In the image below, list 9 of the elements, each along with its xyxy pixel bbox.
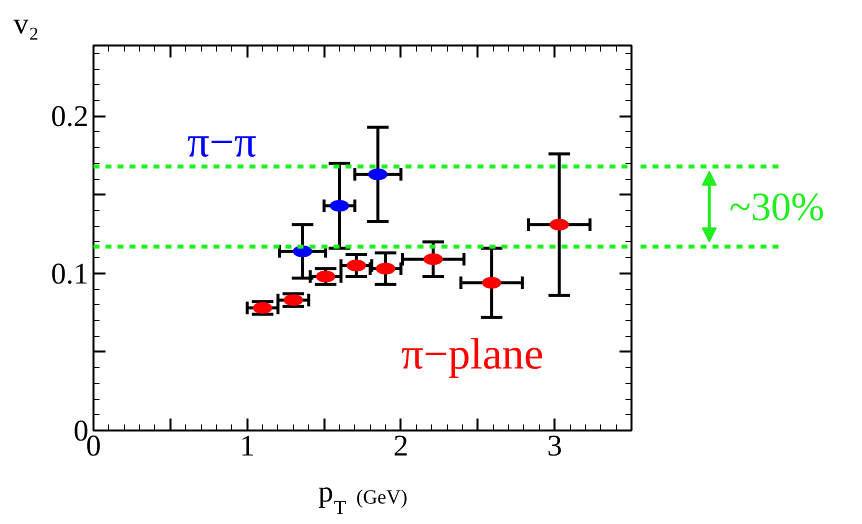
text: ~30% xyxy=(729,184,824,230)
x-tick-label: 1 xyxy=(240,430,255,462)
series-label: π−plane xyxy=(401,330,544,379)
y-tick-label: 0.2 xyxy=(51,100,88,134)
y-tick-label: 0.1 xyxy=(51,257,88,290)
series-label: π−π xyxy=(187,118,256,166)
y-axis-title: v₂ xyxy=(14,8,39,40)
x-tick-label: 3 xyxy=(547,430,562,462)
x-tick-label: 2 xyxy=(393,430,408,462)
